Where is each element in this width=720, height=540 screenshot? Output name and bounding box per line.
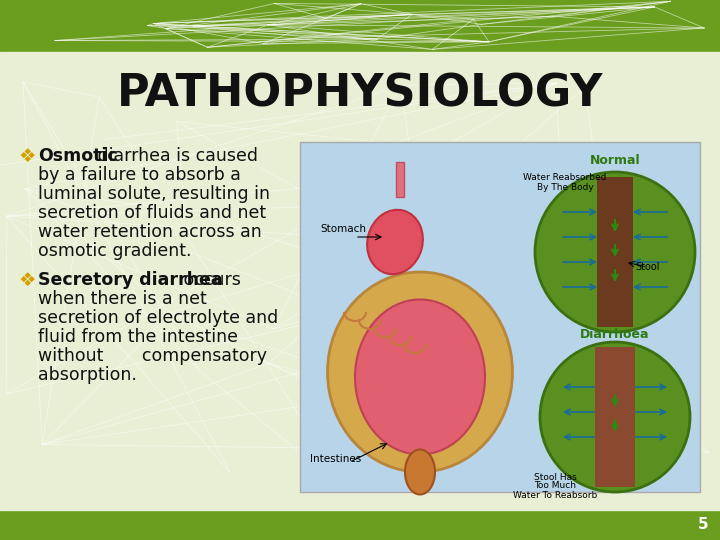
Text: Secretory diarrhea: Secretory diarrhea <box>38 271 222 289</box>
Text: Stool Has: Stool Has <box>534 472 577 482</box>
Bar <box>300 142 700 492</box>
FancyArrow shape <box>396 162 404 197</box>
Bar <box>0 510 720 540</box>
Text: Osmotic: Osmotic <box>38 147 117 165</box>
Bar <box>595 347 635 487</box>
Bar <box>0 0 720 52</box>
Text: without       compensatory: without compensatory <box>38 347 267 365</box>
Text: when there is a net: when there is a net <box>38 290 207 308</box>
Text: absorption.: absorption. <box>38 366 137 384</box>
Ellipse shape <box>355 300 485 455</box>
Bar <box>597 177 633 327</box>
Text: Water Reabsorbed: Water Reabsorbed <box>523 172 607 181</box>
Text: secretion of electrolyte and: secretion of electrolyte and <box>38 309 278 327</box>
Text: By The Body: By The Body <box>536 183 593 192</box>
Text: Stool: Stool <box>635 262 660 272</box>
Text: Water To Reabsorb: Water To Reabsorb <box>513 490 597 500</box>
Text: osmotic gradient.: osmotic gradient. <box>38 242 192 260</box>
Text: Diarrhoea: Diarrhoea <box>580 327 649 341</box>
Text: fluid from the intestine: fluid from the intestine <box>38 328 238 346</box>
Text: by a failure to absorb a: by a failure to absorb a <box>38 166 241 184</box>
Ellipse shape <box>328 272 513 472</box>
Text: 5: 5 <box>698 517 708 532</box>
Text: PATHOPHYSIOLOGY: PATHOPHYSIOLOGY <box>117 72 603 116</box>
Ellipse shape <box>405 449 435 495</box>
Text: Too Much: Too Much <box>534 482 576 490</box>
Bar <box>0 52 720 510</box>
Text: diarrhea is caused: diarrhea is caused <box>92 147 258 165</box>
Text: Normal: Normal <box>590 153 640 166</box>
Text: occurs: occurs <box>178 271 240 289</box>
Text: water retention across an: water retention across an <box>38 223 262 241</box>
Circle shape <box>535 172 695 332</box>
Text: ❖: ❖ <box>18 147 35 166</box>
Text: Intestines: Intestines <box>310 454 361 464</box>
Circle shape <box>540 342 690 492</box>
Ellipse shape <box>367 210 423 274</box>
Text: secretion of fluids and net: secretion of fluids and net <box>38 204 266 222</box>
Text: ❖: ❖ <box>18 271 35 290</box>
Text: Stomach: Stomach <box>320 224 366 234</box>
Text: luminal solute, resulting in: luminal solute, resulting in <box>38 185 270 203</box>
